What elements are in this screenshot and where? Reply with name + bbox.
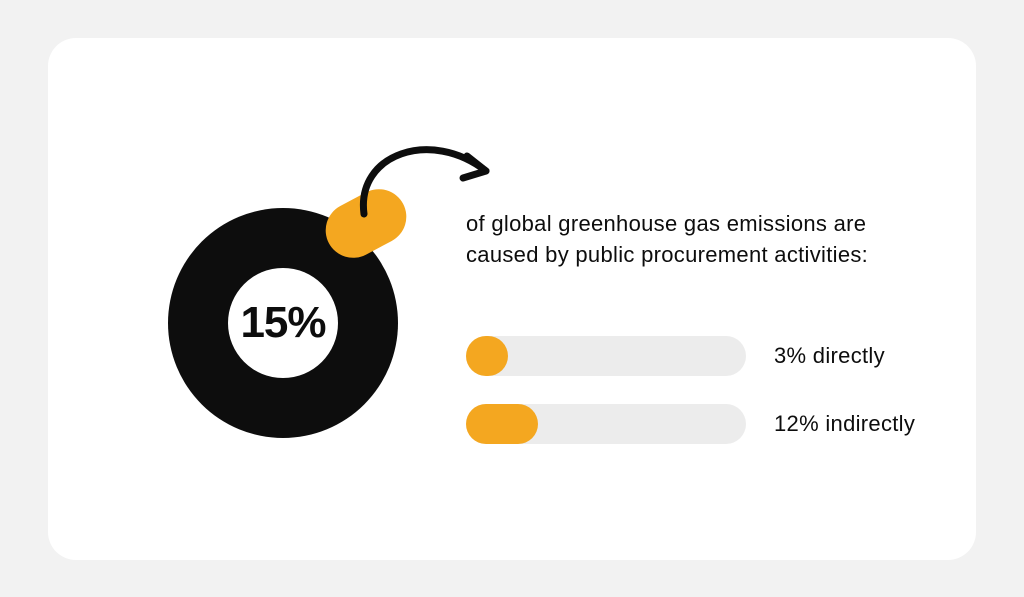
lead-text: of global greenhouse gas emissions are c…	[466, 208, 926, 272]
bar-track	[466, 404, 746, 444]
info-card: 15% of global greenhouse gas emissions a…	[48, 38, 976, 560]
bar-track	[466, 336, 746, 376]
donut-hole: 15%	[228, 268, 338, 378]
bar-fill	[466, 404, 538, 444]
bar-fill	[466, 336, 508, 376]
bar-row: 12% indirectly	[466, 404, 936, 444]
bar-label: 3% directly	[774, 343, 885, 369]
donut-center-label: 15%	[240, 298, 325, 348]
bar-row: 3% directly	[466, 336, 936, 376]
breakdown-bars: 3% directly 12% indirectly	[466, 336, 936, 472]
bar-label: 12% indirectly	[774, 411, 915, 437]
